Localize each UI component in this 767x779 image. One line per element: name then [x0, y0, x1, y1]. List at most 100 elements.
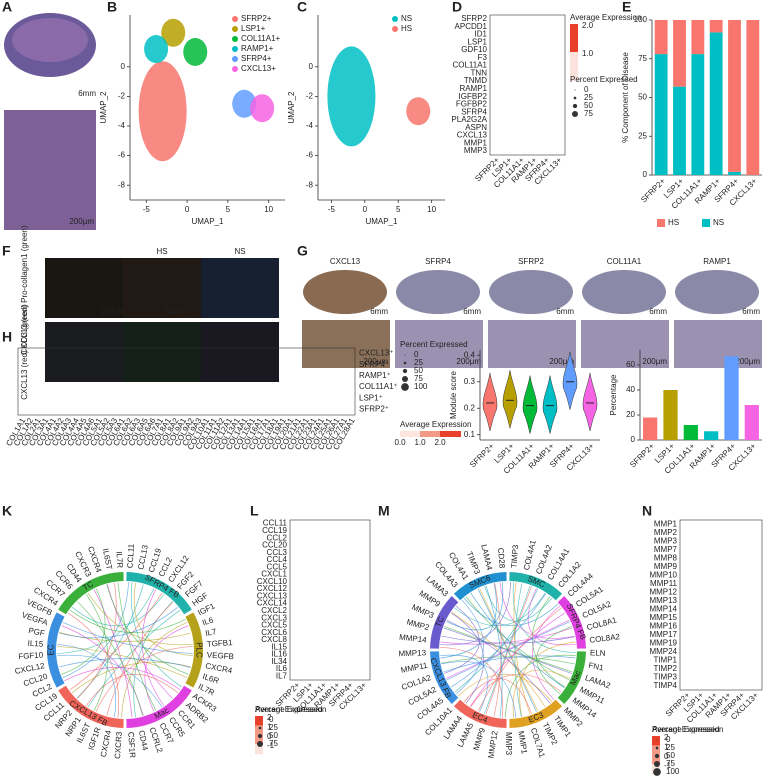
- size-key: [654, 761, 660, 767]
- chord-sector: [58, 685, 124, 728]
- gene-label: CXCL12: [257, 584, 288, 593]
- legend-swatch: [232, 46, 238, 52]
- gene-label: CXCL5: [261, 621, 287, 630]
- chord-link: [469, 612, 566, 707]
- ihc-section: [303, 270, 387, 314]
- y-tick-label: 0: [631, 435, 636, 444]
- legend-title: Average Expression: [400, 420, 471, 429]
- size-tick-label: 100: [414, 382, 428, 391]
- chord-link: [457, 674, 553, 703]
- scale-bar-label: 200μm: [69, 217, 94, 226]
- chord-link: [470, 592, 565, 689]
- group-label: LSP1⁺: [359, 393, 383, 402]
- chord-sector: [557, 651, 586, 705]
- x-tick-label: 5: [226, 205, 231, 214]
- size-key: [402, 368, 408, 374]
- group-label: CXCL13⁺: [359, 349, 393, 358]
- color-key: [255, 734, 263, 745]
- y-tick-label: -6: [306, 151, 314, 160]
- chord-link: [519, 641, 576, 717]
- group-label: SFRP4⁺: [359, 360, 389, 369]
- legend-swatch: [232, 16, 238, 22]
- cluster: [144, 35, 169, 64]
- chord-link: [57, 654, 163, 708]
- color-key: [440, 431, 461, 437]
- gene-label: CXCR3: [113, 731, 124, 759]
- gene-label: IL15: [271, 642, 287, 651]
- legend-label: SFRP4+: [241, 54, 272, 63]
- gene-label: MMP15: [649, 613, 677, 622]
- bar-segment: [691, 20, 705, 55]
- gene-label: F3: [478, 53, 488, 62]
- chord-link: [504, 654, 576, 718]
- panel-letter: F: [2, 243, 11, 259]
- sector-label: PLC: [194, 642, 203, 658]
- gene-label: MMP14: [649, 604, 677, 613]
- gene-label: TIMP2: [653, 664, 677, 673]
- legend-swatch: [657, 219, 665, 227]
- x-tick-label: 10: [427, 205, 436, 214]
- y-tick-label: 100: [634, 15, 648, 24]
- chord-sector: [58, 572, 124, 615]
- chord-sector: [557, 595, 586, 649]
- gene-label: MMP1: [464, 138, 488, 147]
- bar: [683, 425, 698, 440]
- color-tick-label: -1: [664, 761, 672, 770]
- legend-swatch: [232, 56, 238, 62]
- scale-bar-label: 100μm: [100, 307, 125, 316]
- chord-link: [77, 582, 117, 699]
- chord-link: [441, 661, 517, 718]
- legend-swatch: [702, 219, 710, 227]
- gene-label: MMP3: [464, 146, 488, 155]
- color-key: [652, 736, 660, 747]
- gene-label: CCL19: [262, 526, 287, 535]
- y-tick-label: 0.3: [464, 377, 476, 386]
- row-label: CXCL13 (red) Pro-collagen1 (green): [20, 225, 29, 354]
- color-tick-label: 0: [267, 732, 272, 741]
- panel-letter: G: [297, 243, 308, 259]
- gene-label: CXCL13: [457, 131, 488, 140]
- size-key: [573, 96, 577, 100]
- legend-label: RAMP1+: [241, 44, 274, 53]
- violin: [522, 375, 538, 434]
- legend-title: Average Expression: [652, 725, 723, 734]
- gene-label: CXCL2: [261, 606, 287, 615]
- cluster: [232, 89, 257, 118]
- chord-link: [117, 582, 157, 711]
- x-tick-label: 0: [363, 205, 368, 214]
- scale-bar-label: 200μm: [363, 357, 388, 366]
- gene-label: CXCL14: [257, 599, 288, 608]
- gene-label: CXCL8: [261, 635, 287, 644]
- y-tick-label: 40: [626, 385, 635, 394]
- chord-link: [450, 612, 485, 704]
- scale-bar-label: 50μm: [165, 307, 186, 316]
- gene-label: IL15: [27, 639, 44, 649]
- chord-link: [493, 583, 502, 717]
- y-tick-label: -4: [306, 121, 314, 130]
- size-tick-label: 50: [666, 751, 675, 760]
- chord-link: [87, 592, 193, 646]
- group-label: RAMP1⁺: [359, 371, 391, 380]
- chord-link: [446, 582, 504, 631]
- color-tick-label: 2: [267, 713, 272, 722]
- bar-segment: [691, 54, 705, 175]
- size-tick-label: 25: [269, 723, 278, 732]
- plot-frame: [289, 519, 371, 681]
- size-tick-label: 100: [666, 767, 680, 776]
- gene-label: SFRP4: [425, 257, 451, 266]
- scale-bar-label: 6mm: [463, 307, 481, 316]
- gene-label: MMP3: [654, 536, 678, 545]
- y-axis-label: UMAP_2: [99, 91, 108, 124]
- gene-label: COL8A2: [589, 632, 621, 645]
- gene-label: MMP14: [399, 633, 428, 645]
- chord-link: [61, 588, 106, 675]
- legend-label: CXCL13+: [241, 64, 276, 73]
- chord-sector: [185, 612, 204, 688]
- y-axis-label: Percentage: [609, 374, 618, 415]
- if-image: [123, 322, 201, 382]
- gene-label: IL7: [276, 671, 288, 680]
- chord-link: [93, 589, 133, 718]
- gene-label: CCL11: [125, 543, 136, 568]
- column-label: HS: [156, 247, 167, 256]
- gene-label: TIMP3: [509, 544, 520, 569]
